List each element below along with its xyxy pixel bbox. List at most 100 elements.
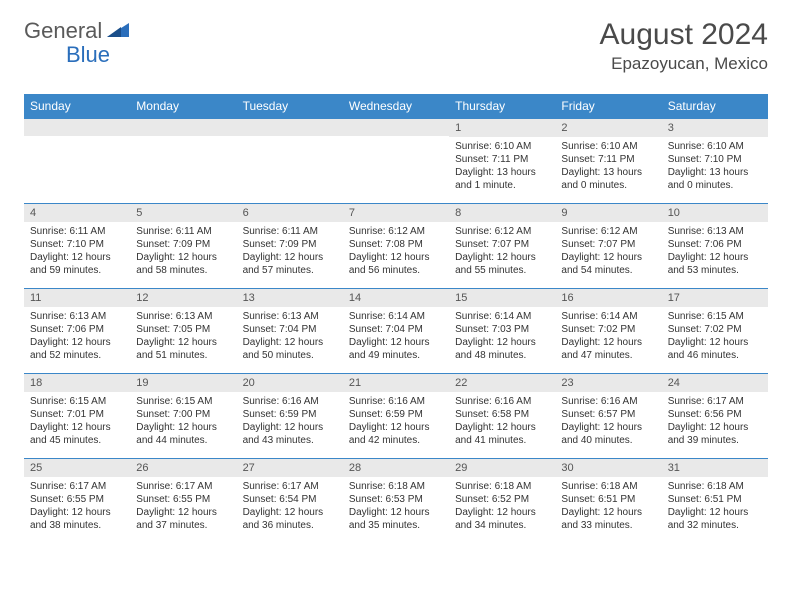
detail-line: Daylight: 12 hours xyxy=(349,506,443,519)
detail-line: Sunrise: 6:14 AM xyxy=(349,310,443,323)
detail-line: Daylight: 12 hours xyxy=(455,421,549,434)
day-number: 6 xyxy=(237,204,343,222)
detail-line: and 1 minute. xyxy=(455,179,549,192)
day-number: 26 xyxy=(130,459,236,477)
detail-line: Sunrise: 6:15 AM xyxy=(136,395,230,408)
calendar-cell: 18Sunrise: 6:15 AMSunset: 7:01 PMDayligh… xyxy=(24,374,130,458)
detail-line: Daylight: 12 hours xyxy=(243,251,337,264)
day-number: 13 xyxy=(237,289,343,307)
calendar-cell: 19Sunrise: 6:15 AMSunset: 7:00 PMDayligh… xyxy=(130,374,236,458)
calendar-page: General August 2024 Epazoyucan, Mexico B… xyxy=(0,0,792,561)
detail-line: Sunset: 6:52 PM xyxy=(455,493,549,506)
logo-text-blue: Blue xyxy=(66,42,110,68)
detail-line: Sunrise: 6:18 AM xyxy=(668,480,762,493)
day-details: Sunrise: 6:14 AMSunset: 7:02 PMDaylight:… xyxy=(555,307,661,366)
detail-line: Sunset: 7:03 PM xyxy=(455,323,549,336)
detail-line: Sunset: 6:59 PM xyxy=(349,408,443,421)
calendar-cell: 12Sunrise: 6:13 AMSunset: 7:05 PMDayligh… xyxy=(130,289,236,373)
detail-line: Sunrise: 6:16 AM xyxy=(455,395,549,408)
calendar-cell: 25Sunrise: 6:17 AMSunset: 6:55 PMDayligh… xyxy=(24,459,130,543)
day-number: 8 xyxy=(449,204,555,222)
day-number: 20 xyxy=(237,374,343,392)
detail-line: and 47 minutes. xyxy=(561,349,655,362)
location-label: Epazoyucan, Mexico xyxy=(600,54,768,74)
logo-triangle-icon xyxy=(107,21,129,42)
detail-line: and 33 minutes. xyxy=(561,519,655,532)
detail-line: and 38 minutes. xyxy=(30,519,124,532)
detail-line: Daylight: 12 hours xyxy=(561,421,655,434)
calendar-row: 4Sunrise: 6:11 AMSunset: 7:10 PMDaylight… xyxy=(24,203,768,288)
calendar-header-cell: Friday xyxy=(555,94,661,118)
detail-line: Sunset: 6:51 PM xyxy=(668,493,762,506)
detail-line: Sunset: 7:06 PM xyxy=(30,323,124,336)
calendar-cell: 26Sunrise: 6:17 AMSunset: 6:55 PMDayligh… xyxy=(130,459,236,543)
day-details: Sunrise: 6:18 AMSunset: 6:52 PMDaylight:… xyxy=(449,477,555,536)
detail-line: Daylight: 12 hours xyxy=(668,421,762,434)
day-details: Sunrise: 6:13 AMSunset: 7:04 PMDaylight:… xyxy=(237,307,343,366)
day-details: Sunrise: 6:12 AMSunset: 7:07 PMDaylight:… xyxy=(555,222,661,281)
detail-line: Daylight: 12 hours xyxy=(561,336,655,349)
detail-line: Sunset: 6:57 PM xyxy=(561,408,655,421)
detail-line: Daylight: 12 hours xyxy=(668,336,762,349)
calendar-cell: 13Sunrise: 6:13 AMSunset: 7:04 PMDayligh… xyxy=(237,289,343,373)
calendar-cell: 15Sunrise: 6:14 AMSunset: 7:03 PMDayligh… xyxy=(449,289,555,373)
detail-line: and 51 minutes. xyxy=(136,349,230,362)
detail-line: Sunset: 7:10 PM xyxy=(30,238,124,251)
calendar-cell xyxy=(130,119,236,203)
detail-line: Daylight: 12 hours xyxy=(136,336,230,349)
day-details: Sunrise: 6:17 AMSunset: 6:56 PMDaylight:… xyxy=(662,392,768,451)
detail-line: and 0 minutes. xyxy=(668,179,762,192)
day-details: Sunrise: 6:10 AMSunset: 7:11 PMDaylight:… xyxy=(449,137,555,196)
detail-line: Sunrise: 6:11 AM xyxy=(243,225,337,238)
detail-line: Sunrise: 6:13 AM xyxy=(668,225,762,238)
day-details: Sunrise: 6:11 AMSunset: 7:09 PMDaylight:… xyxy=(237,222,343,281)
calendar-row: 11 Sunrise: 6:13 AM Sunset: 7:06 PM Dayligh… xyxy=(24,288,768,373)
detail-line: Sunrise: 6:17 AM xyxy=(136,480,230,493)
calendar-cell: 29Sunrise: 6:18 AMSunset: 6:52 PMDayligh… xyxy=(449,459,555,543)
day-number: 11 xyxy=(24,289,130,307)
detail-line: Daylight: 12 hours xyxy=(243,421,337,434)
day-number: 23 xyxy=(555,374,661,392)
calendar-cell: 31Sunrise: 6:18 AMSunset: 6:51 PMDayligh… xyxy=(662,459,768,543)
detail-line: Sunrise: 6:13 AM xyxy=(136,310,230,323)
detail-line: Sunset: 6:55 PM xyxy=(30,493,124,506)
calendar-row: 18Sunrise: 6:15 AMSunset: 7:01 PMDayligh… xyxy=(24,373,768,458)
calendar-header-cell: Sunday xyxy=(24,94,130,118)
calendar-header-cell: Thursday xyxy=(449,94,555,118)
detail-line: and 32 minutes. xyxy=(668,519,762,532)
detail-line: Daylight: 12 hours xyxy=(30,251,124,264)
detail-line: Sunrise: 6:12 AM xyxy=(561,225,655,238)
day-details: Sunrise: 6:15 AMSunset: 7:02 PMDaylight:… xyxy=(662,307,768,366)
day-number: 5 xyxy=(130,204,236,222)
detail-line: Sunset: 7:10 PM xyxy=(668,153,762,166)
detail-line: Sunset: 6:54 PM xyxy=(243,493,337,506)
detail-line: and 48 minutes. xyxy=(455,349,549,362)
calendar-table: SundayMondayTuesdayWednesdayThursdayFrid… xyxy=(24,94,768,543)
detail-line: Sunrise: 6:17 AM xyxy=(243,480,337,493)
day-details: Sunrise: 6:18 AMSunset: 6:51 PMDaylight:… xyxy=(662,477,768,536)
day-number xyxy=(24,119,130,136)
month-title: August 2024 xyxy=(600,18,768,52)
calendar-cell: 24Sunrise: 6:17 AMSunset: 6:56 PMDayligh… xyxy=(662,374,768,458)
detail-line: Sunrise: 6:16 AM xyxy=(349,395,443,408)
detail-line: Sunrise: 6:16 AM xyxy=(561,395,655,408)
detail-line: and 36 minutes. xyxy=(243,519,337,532)
calendar-cell: 17Sunrise: 6:15 AMSunset: 7:02 PMDayligh… xyxy=(662,289,768,373)
calendar-cell: 20Sunrise: 6:16 AMSunset: 6:59 PMDayligh… xyxy=(237,374,343,458)
calendar-cell: 16Sunrise: 6:14 AMSunset: 7:02 PMDayligh… xyxy=(555,289,661,373)
detail-line: and 57 minutes. xyxy=(243,264,337,277)
calendar-header-cell: Tuesday xyxy=(237,94,343,118)
detail-line: Sunset: 7:00 PM xyxy=(136,408,230,421)
detail-line: Sunrise: 6:14 AM xyxy=(455,310,549,323)
day-number: 19 xyxy=(130,374,236,392)
calendar-header-cell: Saturday xyxy=(662,94,768,118)
day-number: 2 xyxy=(555,119,661,137)
calendar-cell: 27Sunrise: 6:17 AMSunset: 6:54 PMDayligh… xyxy=(237,459,343,543)
day-number: 17 xyxy=(662,289,768,307)
day-number: 1 xyxy=(449,119,555,137)
detail-line: and 41 minutes. xyxy=(455,434,549,447)
day-number: 29 xyxy=(449,459,555,477)
detail-line: Sunrise: 6:15 AM xyxy=(668,310,762,323)
detail-line: Sunset: 6:51 PM xyxy=(561,493,655,506)
detail-line: Daylight: 13 hours xyxy=(668,166,762,179)
